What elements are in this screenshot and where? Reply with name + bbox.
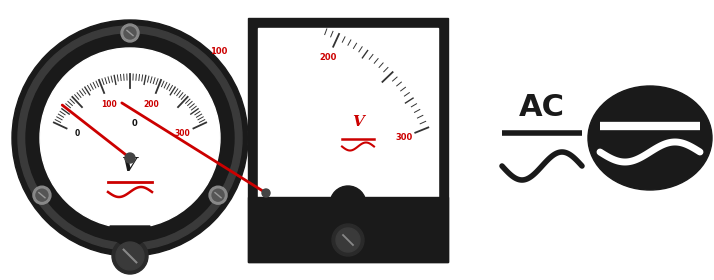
Text: 300: 300 xyxy=(175,129,191,138)
Text: 200: 200 xyxy=(319,53,337,62)
Circle shape xyxy=(332,224,364,256)
Circle shape xyxy=(209,186,227,204)
Circle shape xyxy=(336,228,360,252)
Bar xyxy=(248,18,448,262)
Circle shape xyxy=(112,238,148,274)
Circle shape xyxy=(33,186,51,204)
Bar xyxy=(248,197,448,262)
Text: 0: 0 xyxy=(75,129,80,138)
Text: 200: 200 xyxy=(144,100,159,109)
Circle shape xyxy=(26,34,234,242)
Wedge shape xyxy=(330,186,366,204)
Circle shape xyxy=(124,27,136,39)
Text: 0: 0 xyxy=(131,118,137,128)
Bar xyxy=(258,28,438,197)
Circle shape xyxy=(12,20,248,256)
Text: AC: AC xyxy=(519,94,565,123)
Ellipse shape xyxy=(588,86,712,190)
Circle shape xyxy=(121,24,139,42)
Text: 100: 100 xyxy=(101,100,116,109)
Circle shape xyxy=(262,189,270,197)
Circle shape xyxy=(40,48,220,228)
Circle shape xyxy=(36,189,48,201)
Text: 100: 100 xyxy=(210,47,227,56)
Circle shape xyxy=(125,153,135,163)
Wedge shape xyxy=(110,226,150,246)
Text: 300: 300 xyxy=(396,133,413,142)
Text: V: V xyxy=(122,157,138,175)
Text: V: V xyxy=(352,115,364,129)
Circle shape xyxy=(212,189,224,201)
Circle shape xyxy=(18,26,242,250)
Circle shape xyxy=(116,242,144,270)
